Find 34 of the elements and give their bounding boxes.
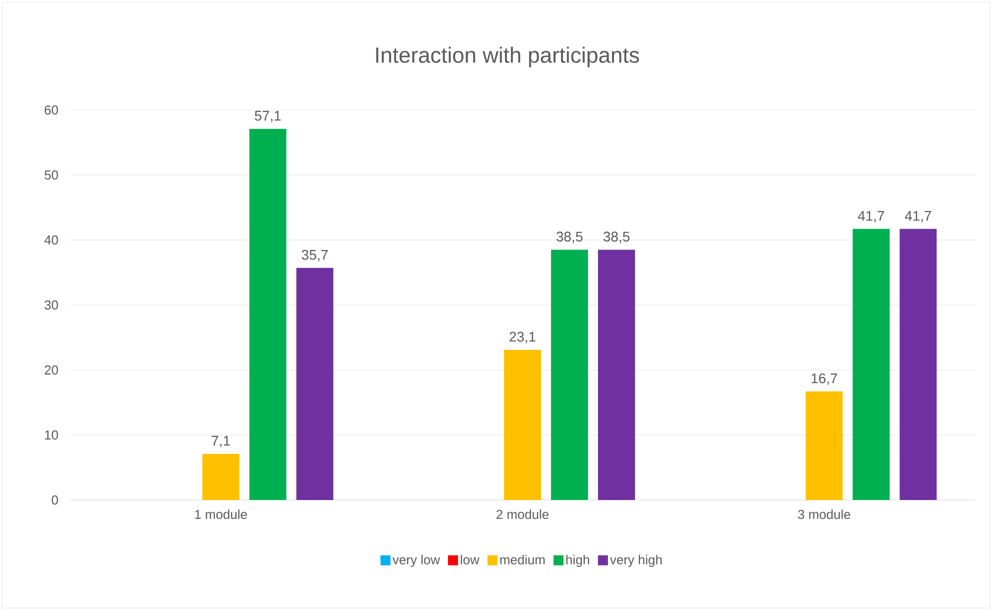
bar [551,250,588,500]
data-label: 57,1 [254,110,281,122]
y-tick-label: 50 [44,170,58,180]
bar [598,250,636,500]
x-tick-label: 1 module [195,510,247,520]
bar [504,350,542,500]
legend-label: medium [500,554,545,564]
data-label: 38,5 [556,232,582,244]
bar [296,268,334,500]
bar [249,128,286,500]
y-tick-label: 40 [44,235,58,245]
y-tick-label: 30 [44,300,58,310]
legend-label: high [566,554,590,567]
legend-label: very low [392,554,440,567]
chart-title: Interaction with participants [376,46,639,68]
data-label: 38,5 [603,232,630,244]
legend-label: very high [610,554,662,567]
data-label: 16,7 [812,373,838,385]
data-label: 7,1 [212,436,230,448]
data-label: 41,7 [904,211,932,222]
x-tick-label: 2 module [496,510,549,520]
data-label: 23,1 [510,332,536,344]
y-tick-label: 10 [45,430,58,440]
y-tick-label: 60 [44,105,58,115]
x-tick-label: 3 module [798,510,850,520]
y-tick-label: 0 [52,495,58,505]
bar [806,391,843,500]
bar [852,228,890,500]
data-label: 41,7 [858,211,884,222]
bar [202,454,240,500]
y-tick-label: 20 [44,365,58,375]
bar [900,228,937,500]
data-label: 35,7 [302,250,328,262]
legend-label: low [460,554,480,564]
